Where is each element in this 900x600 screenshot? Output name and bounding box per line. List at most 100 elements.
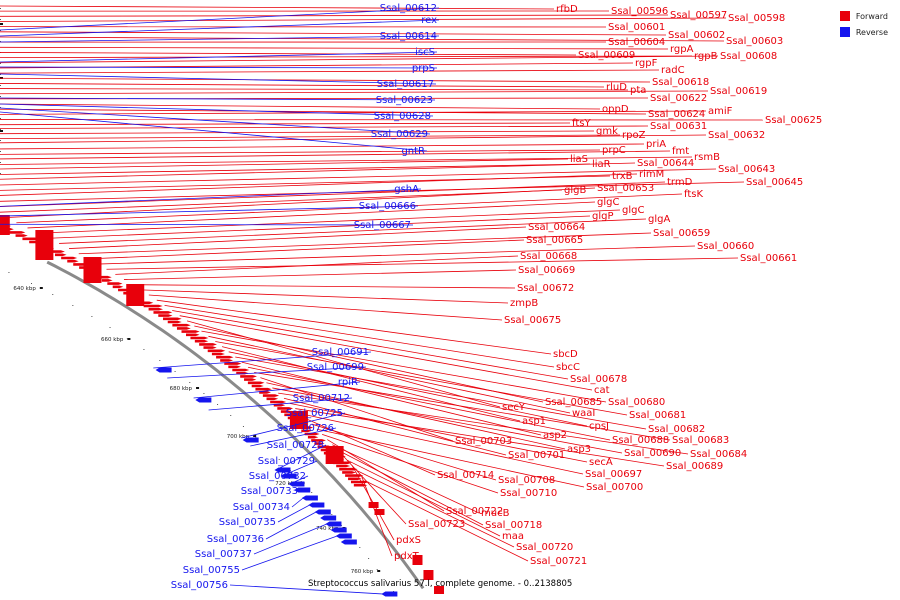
reverse-gene-label: Ssal_00729	[258, 456, 315, 467]
forward-gene-label: Ssal_00602	[668, 30, 725, 41]
forward-gene	[0, 215, 10, 235]
forward-gene	[112, 285, 124, 289]
forward-gene	[342, 471, 356, 474]
ruler-dot	[8, 272, 10, 273]
reverse-gene	[330, 527, 347, 533]
forward-leader	[311, 423, 497, 481]
forward-leader	[266, 382, 566, 450]
reverse-gene-label: Ssal_00712	[293, 393, 350, 404]
ruler-dot	[368, 558, 370, 559]
forward-leader	[221, 346, 521, 422]
ruler-dot	[278, 459, 280, 460]
reverse-leader	[275, 444, 327, 471]
forward-gene	[207, 349, 226, 353]
forward-gene-label: ftsK	[684, 189, 703, 200]
forward-gene-label: Ssal_00644	[637, 158, 694, 169]
legend-forward: Forward	[839, 8, 888, 24]
ruler-dot	[52, 294, 54, 295]
reverse-leader	[281, 460, 318, 477]
ruler-dot	[31, 283, 33, 284]
reverse-leader	[253, 523, 327, 555]
forward-leader	[0, 173, 638, 196]
forward-gene-label: glgP	[592, 211, 614, 222]
ruler-dot	[359, 547, 361, 548]
forward-leader	[0, 149, 601, 155]
forward-leader	[0, 83, 605, 88]
forward-leader	[88, 239, 525, 260]
tick-label: 660 kbp	[101, 337, 124, 343]
forward-leader	[0, 130, 595, 135]
reverse-gene-label: gntR	[401, 146, 425, 157]
forward-gene-label: Ssal_00643	[718, 164, 775, 175]
forward-gene	[54, 253, 67, 257]
gene-labels: rfbD Ssal_00596 Ssal_00597 Ssal_00598Ssal_0…	[171, 3, 823, 591]
reverse-leader	[0, 97, 436, 101]
forward-leader	[0, 181, 666, 207]
forward-gene-label: Ssal_00681	[629, 410, 686, 421]
forward-leader	[0, 55, 693, 59]
forward-gene-label: prpC	[602, 145, 626, 156]
ruler-dot	[0, 96, 1, 97]
forward-gene-label: ftsY	[572, 118, 591, 129]
forward-leader	[283, 397, 507, 456]
forward-gene-label: oppD	[602, 104, 629, 115]
ruler-dot	[72, 305, 74, 306]
forward-leader	[148, 294, 503, 321]
forward-gene-label: liaR	[592, 159, 611, 170]
reverse-gene-label: Ssal_00737	[195, 549, 252, 560]
ruler-dot	[0, 8, 1, 9]
forward-leader	[172, 310, 569, 380]
reverse-leader	[0, 51, 438, 63]
forward-gene-label: Ssal_00608	[720, 51, 777, 62]
forward-leader	[164, 304, 555, 368]
forward-gene-label: Ssal_00660	[697, 241, 754, 252]
reverse-gene-label: Ssal_00756	[171, 580, 228, 591]
forward-gene-label: Ssal_00659	[653, 228, 710, 239]
forward-leader	[0, 52, 577, 56]
forward-gene-label: Ssal_00631	[650, 121, 707, 132]
reverse-leader	[291, 497, 304, 508]
ruler-dot	[174, 371, 176, 372]
forward-gene	[423, 570, 434, 580]
forward-gene-label: Ssal_00700	[586, 482, 643, 493]
forward-leader	[0, 90, 709, 95]
forward-leader	[97, 245, 696, 265]
forward-leader	[300, 413, 584, 475]
reverse-gene-label: Ssal_00726	[277, 423, 334, 434]
forward-gene-label: asp3	[567, 444, 591, 455]
reverse-leader	[0, 205, 419, 217]
forward-gene	[304, 432, 320, 436]
forward-leader	[272, 387, 623, 454]
forward-gene-label: Ssal_00672	[517, 283, 574, 294]
forward-gene	[107, 282, 123, 285]
reverse-leader	[193, 381, 361, 399]
forward-gene-label: Ssal_00714	[437, 470, 494, 481]
forward-leader	[0, 125, 649, 129]
ruler-dot	[0, 151, 1, 152]
forward-gene	[148, 307, 164, 311]
tick-mark	[0, 23, 3, 25]
reverse-leader	[0, 188, 422, 207]
forward-gene-label: trmD	[667, 177, 693, 188]
ruler-dot	[0, 30, 1, 31]
reverse-gene-label: Ssal_00666	[359, 201, 416, 212]
forward-gene	[232, 368, 250, 372]
forward-leader	[0, 110, 707, 115]
forward-gene-label: Ssal_00597	[670, 10, 727, 21]
ruler-dot	[0, 162, 1, 163]
forward-gene-label: Ssal_00722	[446, 506, 503, 517]
forward-leader	[247, 366, 611, 441]
forward-gene-label: Ssal_00596	[611, 6, 668, 17]
tick-label: 760 kbp	[351, 569, 374, 575]
tick-mark	[196, 387, 200, 389]
reverse-leader	[0, 103, 434, 117]
forward-gene-label: Ssal_00661	[740, 253, 797, 264]
ruler-dot	[267, 448, 269, 449]
forward-gene	[251, 384, 264, 388]
forward-leader	[322, 434, 499, 494]
forward-leader	[289, 403, 588, 463]
forward-gene	[199, 343, 217, 346]
forward-leader	[0, 46, 669, 50]
forward-gene-label: Ssal_00685	[545, 397, 602, 408]
tick-mark	[377, 570, 381, 572]
